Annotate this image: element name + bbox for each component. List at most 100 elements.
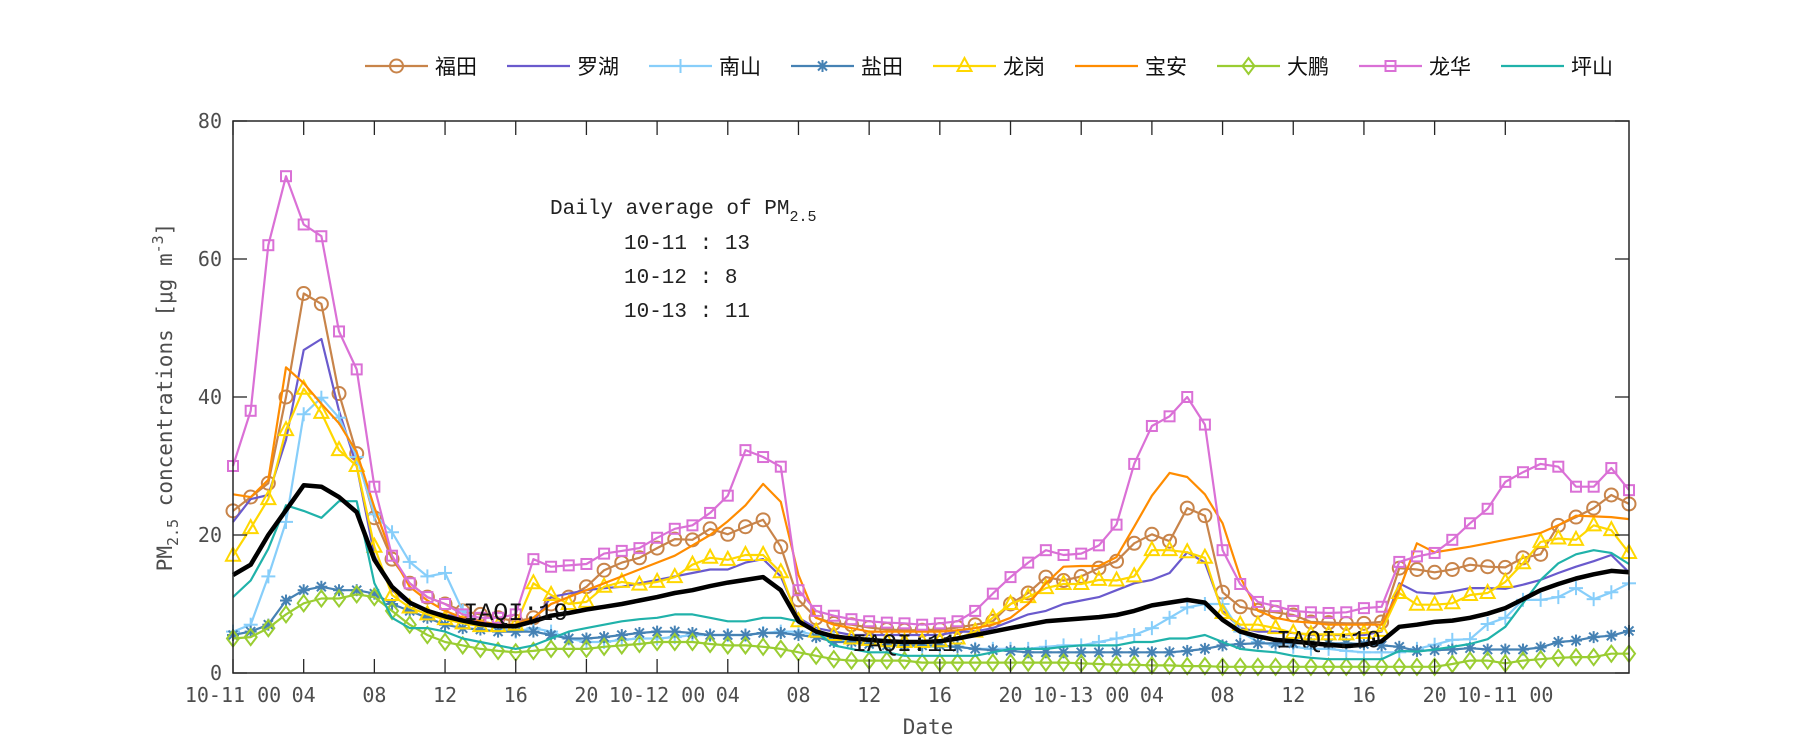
- data-point-marker: [1499, 643, 1512, 656]
- data-point-marker: [1390, 582, 1408, 599]
- x-tick-label: 12: [857, 683, 881, 707]
- data-point-marker: [1552, 460, 1565, 473]
- data-point-marker: [1602, 520, 1621, 537]
- data-point-marker: [1339, 657, 1354, 677]
- asterisk-marker-icon: [816, 60, 829, 72]
- data-point-marker: [577, 591, 596, 608]
- data-point-marker: [1019, 586, 1037, 604]
- data-point-marker: [1604, 644, 1619, 664]
- iaqi-label: IAQI:11: [852, 630, 957, 659]
- legend-item: 坪山: [1501, 55, 1613, 79]
- data-point-marker: [386, 549, 399, 562]
- data-point-marker: [719, 549, 737, 566]
- data-point-marker: [350, 363, 363, 376]
- data-point-marker: [598, 547, 611, 560]
- data-point-marker: [1303, 657, 1319, 677]
- data-point-marker: [1568, 581, 1583, 596]
- data-point-marker: [542, 584, 560, 602]
- data-point-marker: [1091, 560, 1107, 576]
- x-tick-label: 20: [574, 683, 598, 707]
- data-point-marker: [259, 489, 278, 506]
- data-point-marker: [562, 559, 575, 572]
- data-point-marker: [1110, 518, 1123, 531]
- annotation-title: Daily average of PM2.5: [550, 198, 816, 226]
- data-point-marker: [368, 480, 381, 493]
- legend-item: 罗湖: [507, 55, 619, 79]
- data-point-marker: [916, 618, 929, 631]
- data-point-marker: [721, 489, 734, 502]
- data-point-marker: [580, 557, 593, 570]
- data-point-marker: [897, 650, 912, 671]
- data-point-marker: [720, 635, 736, 656]
- data-point-marker: [863, 615, 876, 628]
- data-point-marker: [704, 506, 717, 519]
- data-point-marker: [244, 404, 257, 417]
- square-marker-icon: [1384, 60, 1397, 72]
- data-point-marker: [1286, 657, 1301, 677]
- data-point-marker: [702, 634, 718, 654]
- data-point-marker: [683, 554, 702, 571]
- data-point-marker: [527, 553, 540, 566]
- data-point-marker: [262, 239, 275, 252]
- y-tick-label: 80: [198, 109, 222, 133]
- data-point-marker: [1197, 656, 1213, 676]
- data-point-marker: [560, 593, 578, 610]
- legend-label: 盐田: [861, 55, 903, 79]
- data-point-marker: [243, 627, 258, 647]
- data-point-marker: [439, 598, 452, 610]
- data-point-marker: [278, 604, 294, 625]
- data-point-marker: [1304, 606, 1317, 619]
- data-point-marker: [1144, 621, 1159, 636]
- data-point-marker: [241, 517, 260, 535]
- data-point-marker: [879, 650, 895, 671]
- data-point-marker: [1569, 634, 1582, 647]
- data-point-marker: [1480, 559, 1496, 575]
- data-point-marker: [1514, 553, 1532, 570]
- data-point-marker: [473, 639, 488, 659]
- data-point-marker: [297, 218, 310, 231]
- data-point-marker: [1181, 644, 1194, 657]
- x-tick-label: 08: [786, 683, 810, 707]
- data-point-marker: [1478, 582, 1497, 599]
- annotation-line: 10-13 : 11: [624, 301, 750, 324]
- data-point-marker: [1056, 652, 1071, 673]
- legend-item: 宝安: [1075, 55, 1187, 79]
- data-point-marker: [1162, 610, 1177, 625]
- series-1: [232, 337, 1630, 637]
- data-point-marker: [421, 591, 434, 604]
- data-point-marker: [1462, 557, 1478, 573]
- data-point-marker: [278, 389, 294, 405]
- data-point-marker: [1090, 569, 1108, 586]
- data-point-marker: [1232, 657, 1248, 677]
- data-point-marker: [1480, 650, 1495, 671]
- x-tick-label: 08: [1211, 683, 1235, 707]
- data-point-marker: [419, 589, 435, 605]
- data-point-marker: [1372, 620, 1391, 637]
- data-point-marker: [1374, 657, 1389, 677]
- data-point-marker: [1091, 654, 1107, 674]
- data-point-marker: [1287, 604, 1300, 617]
- data-point-marker: [1515, 650, 1531, 671]
- data-point-marker: [402, 554, 417, 569]
- data-point-marker: [1480, 617, 1495, 632]
- data-point-marker: [632, 634, 647, 654]
- data-point-marker: [312, 402, 331, 419]
- y-tick-label: 60: [198, 247, 222, 271]
- series-7: [227, 170, 1635, 631]
- data-point-marker: [1534, 457, 1547, 470]
- data-point-marker: [649, 632, 665, 652]
- data-point-marker: [1568, 647, 1584, 667]
- mean-series-line: [231, 483, 1630, 649]
- data-point-marker: [1109, 631, 1124, 646]
- x-tick-label: 16: [504, 683, 528, 707]
- x-tick-label: 04: [292, 683, 316, 707]
- data-point-marker: [651, 531, 664, 544]
- data-point-marker: [1181, 391, 1194, 403]
- data-point-marker: [1038, 652, 1054, 673]
- data-point-marker: [1163, 646, 1176, 659]
- data-point-marker: [1232, 599, 1248, 615]
- data-point-marker: [1375, 600, 1388, 613]
- legend-label: 龙岗: [1003, 55, 1045, 79]
- data-point-marker: [1162, 533, 1178, 549]
- data-point-marker: [315, 230, 328, 243]
